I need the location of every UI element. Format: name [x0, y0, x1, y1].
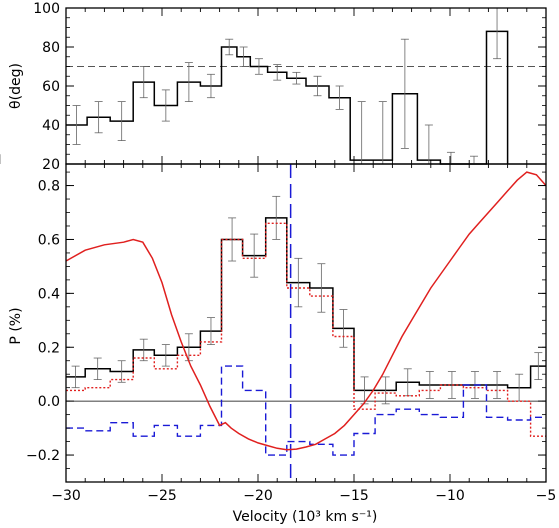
velocity-axis-title: Velocity (10³ km s⁻¹) — [233, 509, 378, 525]
top-series-line-0 — [66, 30, 509, 165]
bot-series-line-0 — [66, 217, 546, 392]
y-tick-label: 0.6 — [38, 232, 60, 248]
y-tick-label: 20 — [42, 157, 60, 173]
y-tick-label: 0.2 — [38, 340, 60, 356]
y-tick-label: 60 — [42, 79, 60, 95]
y-tick-label: 0.0 — [38, 394, 60, 410]
x-tick-label: −25 — [147, 488, 177, 504]
bot-series-line-1 — [66, 222, 546, 437]
bot-series-line-3 — [65, 171, 547, 451]
x-tick-label: −30 — [51, 488, 81, 504]
theta-axis-title: θ(deg) — [8, 63, 24, 109]
x-tick-label: −10 — [435, 488, 465, 504]
theta-panel: 20 40 60 80 100 — [0, 1, 547, 173]
y-tick-label: 80 — [42, 40, 60, 56]
x-tick-label: −5 — [536, 488, 557, 504]
polarization-panel-frame — [65, 163, 547, 483]
x-tick-label: −20 — [243, 488, 273, 504]
bot-series-line-2 — [66, 365, 546, 456]
x-tick-label: −15 — [339, 488, 369, 504]
y-tick-label: −0.2 — [26, 448, 60, 464]
y-tick-label: 40 — [42, 118, 60, 134]
p-axis-title: P (%) — [8, 307, 24, 344]
y-tick-label: 100 — [33, 1, 60, 17]
y-tick-label: 0.4 — [38, 286, 60, 302]
y-tick-label: 0.8 — [38, 179, 60, 195]
polarization-panel: −0.2 0.0 0.2 0.4 0.6 0.8 −30 −25 −20 −15 −10 −5 — [26, 163, 557, 504]
